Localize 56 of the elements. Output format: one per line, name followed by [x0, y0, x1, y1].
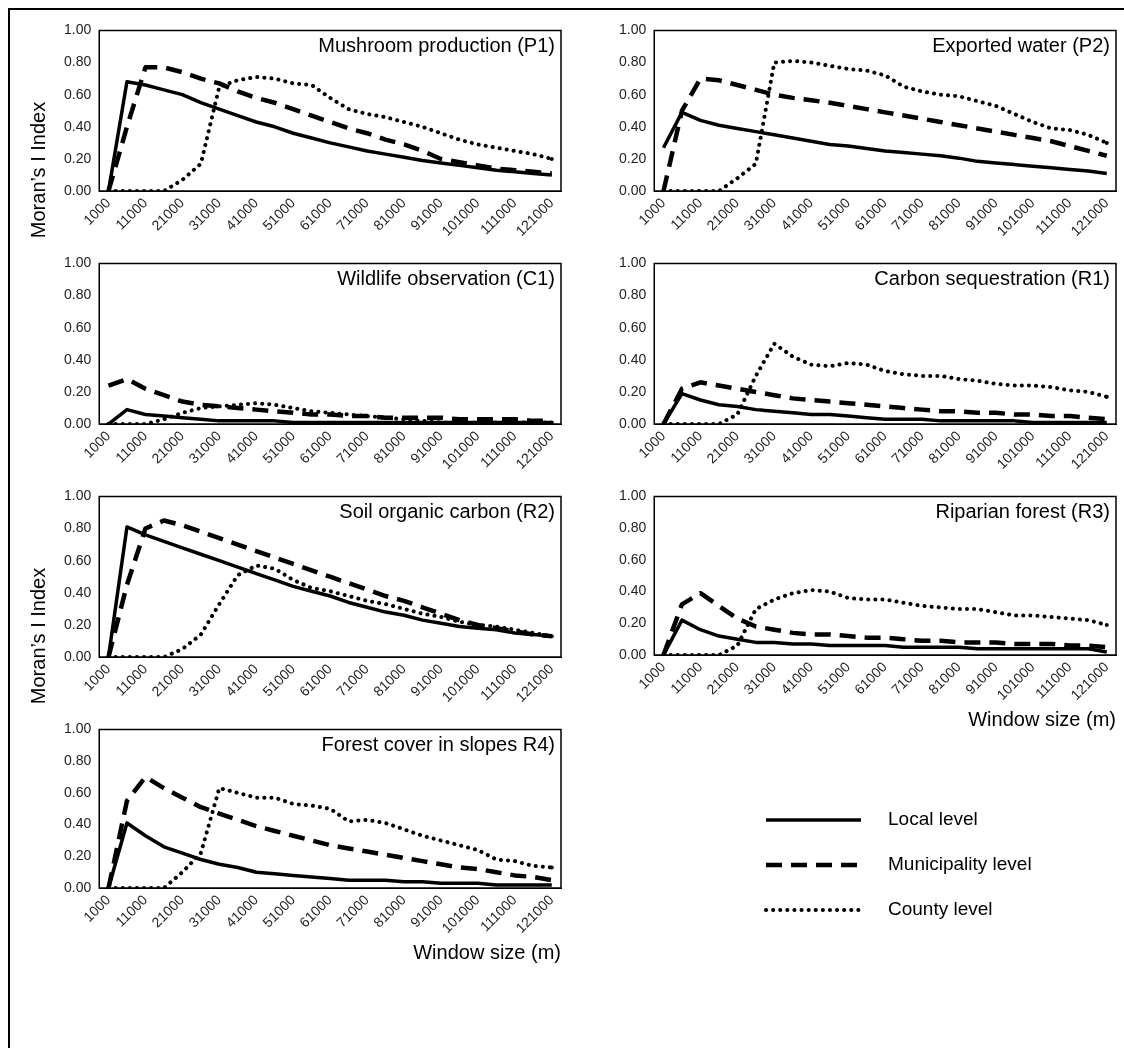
y-tick-label: 0.80 — [619, 286, 647, 303]
chart-title: Forest cover in slopes R4) — [321, 732, 555, 755]
y-tick-label: 1.00 — [619, 487, 647, 504]
x-axis-title: Window size (m) — [968, 707, 1116, 730]
y-tick-label: 0.00 — [619, 645, 647, 662]
y-tick-label: 0.20 — [619, 614, 647, 631]
y-tick-label: 0.00 — [64, 878, 92, 895]
y-tick-label: 0.00 — [64, 414, 92, 431]
chart-title: Soil organic carbon (R2) — [339, 499, 555, 522]
y-tick-label: 1.00 — [64, 254, 92, 271]
y-tick-label: 0.40 — [619, 117, 647, 134]
y-tick-label: 0.60 — [64, 551, 92, 568]
y-tick-label: 1.00 — [619, 254, 647, 271]
y-axis-title: Moran’s I Index — [26, 101, 50, 239]
y-tick-label: 0.20 — [619, 382, 647, 399]
y-tick-label: 0.00 — [619, 414, 647, 431]
y-axis-title: Moran’s I Index — [26, 567, 50, 705]
y-tick-label: 0.60 — [64, 783, 92, 800]
y-tick-label: 0.00 — [64, 181, 92, 198]
y-tick-label: 0.60 — [619, 85, 647, 102]
y-tick-label: 0.40 — [64, 583, 92, 600]
chart-title: Carbon sequestration (R1) — [874, 266, 1110, 289]
chart-title: Exported water (P2) — [932, 33, 1110, 56]
y-tick-label: 0.80 — [619, 53, 647, 70]
legend-label: Municipality level — [888, 853, 1032, 875]
y-tick-label: 1.00 — [619, 21, 647, 38]
y-tick-label: 1.00 — [64, 720, 92, 737]
y-tick-label: 0.40 — [619, 582, 647, 599]
y-tick-label: 0.80 — [64, 286, 92, 303]
y-tick-label: 0.80 — [64, 519, 92, 536]
y-tick-label: 0.00 — [64, 647, 92, 664]
legend-label: Local level — [888, 808, 978, 830]
y-tick-label: 0.80 — [64, 752, 92, 768]
x-axis-title: Window size (m) — [413, 940, 561, 963]
y-tick-label: 0.40 — [619, 350, 647, 367]
y-tick-label: 0.20 — [64, 382, 92, 399]
legend-label: County level — [888, 898, 993, 920]
chart-title: Mushroom production (P1) — [318, 33, 555, 56]
y-tick-label: 0.40 — [64, 350, 92, 367]
y-tick-label: 0.60 — [64, 318, 92, 335]
y-tick-label: 0.60 — [64, 85, 92, 102]
chart-title: Wildlife observation (C1) — [337, 266, 555, 289]
y-tick-label: 1.00 — [64, 21, 92, 38]
y-tick-label: 1.00 — [64, 487, 92, 504]
y-tick-label: 0.20 — [619, 149, 647, 166]
y-tick-label: 0.20 — [64, 149, 92, 166]
y-tick-label: 0.60 — [619, 550, 647, 567]
y-tick-label: 0.20 — [64, 847, 92, 864]
y-tick-label: 0.60 — [619, 318, 647, 335]
chart-title: Riparian forest (R3) — [935, 499, 1110, 522]
y-tick-label: 0.40 — [64, 815, 92, 832]
y-tick-label: 0.20 — [64, 615, 92, 632]
y-tick-label: 0.80 — [619, 519, 647, 535]
y-tick-label: 0.40 — [64, 117, 92, 134]
y-tick-label: 0.00 — [619, 181, 647, 198]
y-tick-label: 0.80 — [64, 53, 92, 70]
